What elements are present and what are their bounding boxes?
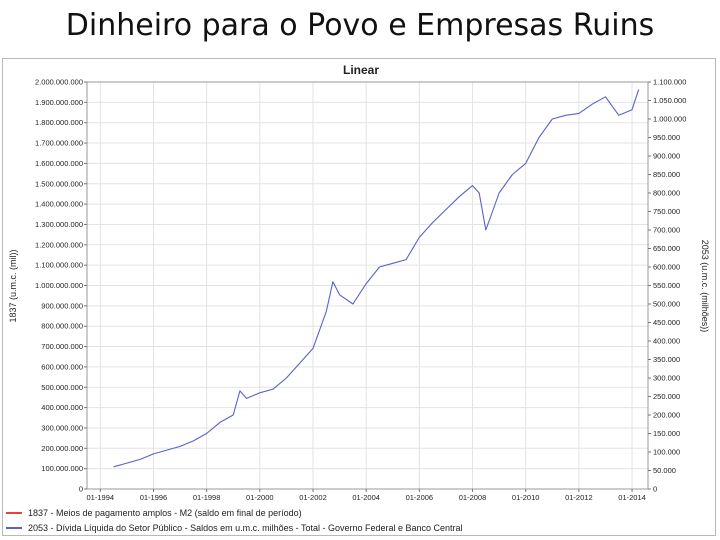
chart-frame	[2, 58, 716, 536]
right-tick-label: 550.000	[653, 281, 680, 290]
right-tick-label: 500.000	[653, 300, 680, 309]
left-tick-label: 900.000.000	[41, 301, 83, 310]
right-tick-label: 750.000	[653, 207, 680, 216]
series-line-1	[113, 89, 640, 468]
right-tick-label: 1.100.000	[653, 78, 686, 87]
x-axis: 01-1994 01-1996 01-1998 01-2000 01-2002 01-20…	[87, 489, 646, 502]
legend-item-m2: 1837 - Meios de pagamento amplos - M2 (s…	[6, 506, 302, 520]
right-tick-label: 150.000	[653, 429, 680, 438]
x-tick-label: 01-2004	[352, 493, 380, 502]
left-tick-label: 1.000.000.000	[35, 281, 83, 290]
left-tick-label: 200.000.000	[41, 444, 83, 453]
left-tick-label: 1.100.000.000	[35, 261, 83, 270]
right-tick-label: 250.000	[653, 392, 680, 401]
right-tick-label: 400.000	[653, 337, 680, 346]
x-tick-label: 01-2010	[512, 493, 540, 502]
x-tick-label: 01-2014	[618, 493, 646, 502]
right-tick-label: 1.050.000	[653, 96, 686, 105]
left-tick-label: 300.000.000	[41, 423, 83, 432]
left-tick-label: 1.900.000.000	[35, 98, 83, 107]
left-tick-label: 1.800.000.000	[35, 118, 83, 127]
left-tick-label: 1.600.000.000	[35, 159, 83, 168]
x-tick-label: 01-1996	[140, 493, 168, 502]
x-tick-label: 01-2012	[565, 493, 593, 502]
left-tick-label: 400.000.000	[41, 403, 83, 412]
right-tick-label: 300.000	[653, 374, 680, 383]
right-tick-label: 650.000	[653, 244, 680, 253]
right-tick-label: 950.000	[653, 133, 680, 142]
left-tick-label: 1.200.000.000	[35, 240, 83, 249]
left-tick-label: 1.400.000.000	[35, 200, 83, 209]
legend-item-divida: 2053 - Dívida Líquida do Setor Público -…	[6, 521, 463, 535]
right-axis: 0 50.000 100.000 150.000 200.000 250.000 300.0…	[648, 78, 686, 494]
left-tick-label: 1.300.000.000	[35, 220, 83, 229]
y-left-axis-title: 1837 (u.m.c. (mil))	[8, 249, 18, 322]
right-tick-label: 450.000	[653, 318, 680, 327]
right-tick-label: 200.000	[653, 411, 680, 420]
left-tick-label: 500.000.000	[41, 383, 83, 392]
right-tick-label: 800.000	[653, 189, 680, 198]
chart-legend: 1837 - Meios de pagamento amplos - M2 (s…	[4, 504, 712, 536]
x-tick-label: 01-2008	[459, 493, 487, 502]
right-tick-label: 850.000	[653, 170, 680, 179]
legend-swatch-divida	[6, 527, 22, 529]
left-tick-label: 1.700.000.000	[35, 139, 83, 148]
chart-grid	[87, 81, 648, 490]
legend-label-m2: 1837 - Meios de pagamento amplos - M2 (s…	[28, 508, 302, 518]
right-tick-label: 50.000	[653, 466, 676, 475]
left-tick-label: 1.500.000.000	[35, 179, 83, 188]
slide-title: Dinheiro para o Povo e Empresas Ruins	[65, 8, 655, 43]
left-tick-label: 100.000.000	[41, 464, 83, 473]
legend-swatch-m2	[6, 512, 22, 514]
right-tick-label: 900.000	[653, 152, 680, 161]
right-tick-label: 100.000	[653, 448, 680, 457]
chart-title: Linear	[343, 63, 379, 77]
right-tick-label: 0	[653, 485, 657, 494]
right-tick-label: 1.000.000	[653, 115, 686, 124]
series-lines	[113, 89, 640, 468]
left-tick-label: 600.000.000	[41, 362, 83, 371]
right-tick-label: 600.000	[653, 263, 680, 272]
x-tick-label: 01-2006	[406, 493, 434, 502]
x-tick-label: 01-2000	[246, 493, 274, 502]
left-axis: 0 100.000.000 200.000.000 300.000.000 400.00…	[35, 78, 87, 494]
y-right-axis-title: 2053 (u.m.c. (milhões))	[700, 240, 710, 333]
legend-label-divida: 2053 - Dívida Líquida do Setor Público -…	[28, 523, 463, 533]
right-tick-label: 700.000	[653, 226, 680, 235]
left-tick-label: 2.000.000.000	[35, 78, 83, 87]
left-tick-label: 0	[79, 485, 83, 494]
x-tick-label: 01-2002	[299, 493, 327, 502]
x-tick-label: 01-1998	[193, 493, 221, 502]
x-tick-label: 01-1994	[87, 493, 115, 502]
left-tick-label: 700.000.000	[41, 342, 83, 351]
right-tick-label: 350.000	[653, 355, 680, 364]
left-tick-label: 800.000.000	[41, 322, 83, 331]
